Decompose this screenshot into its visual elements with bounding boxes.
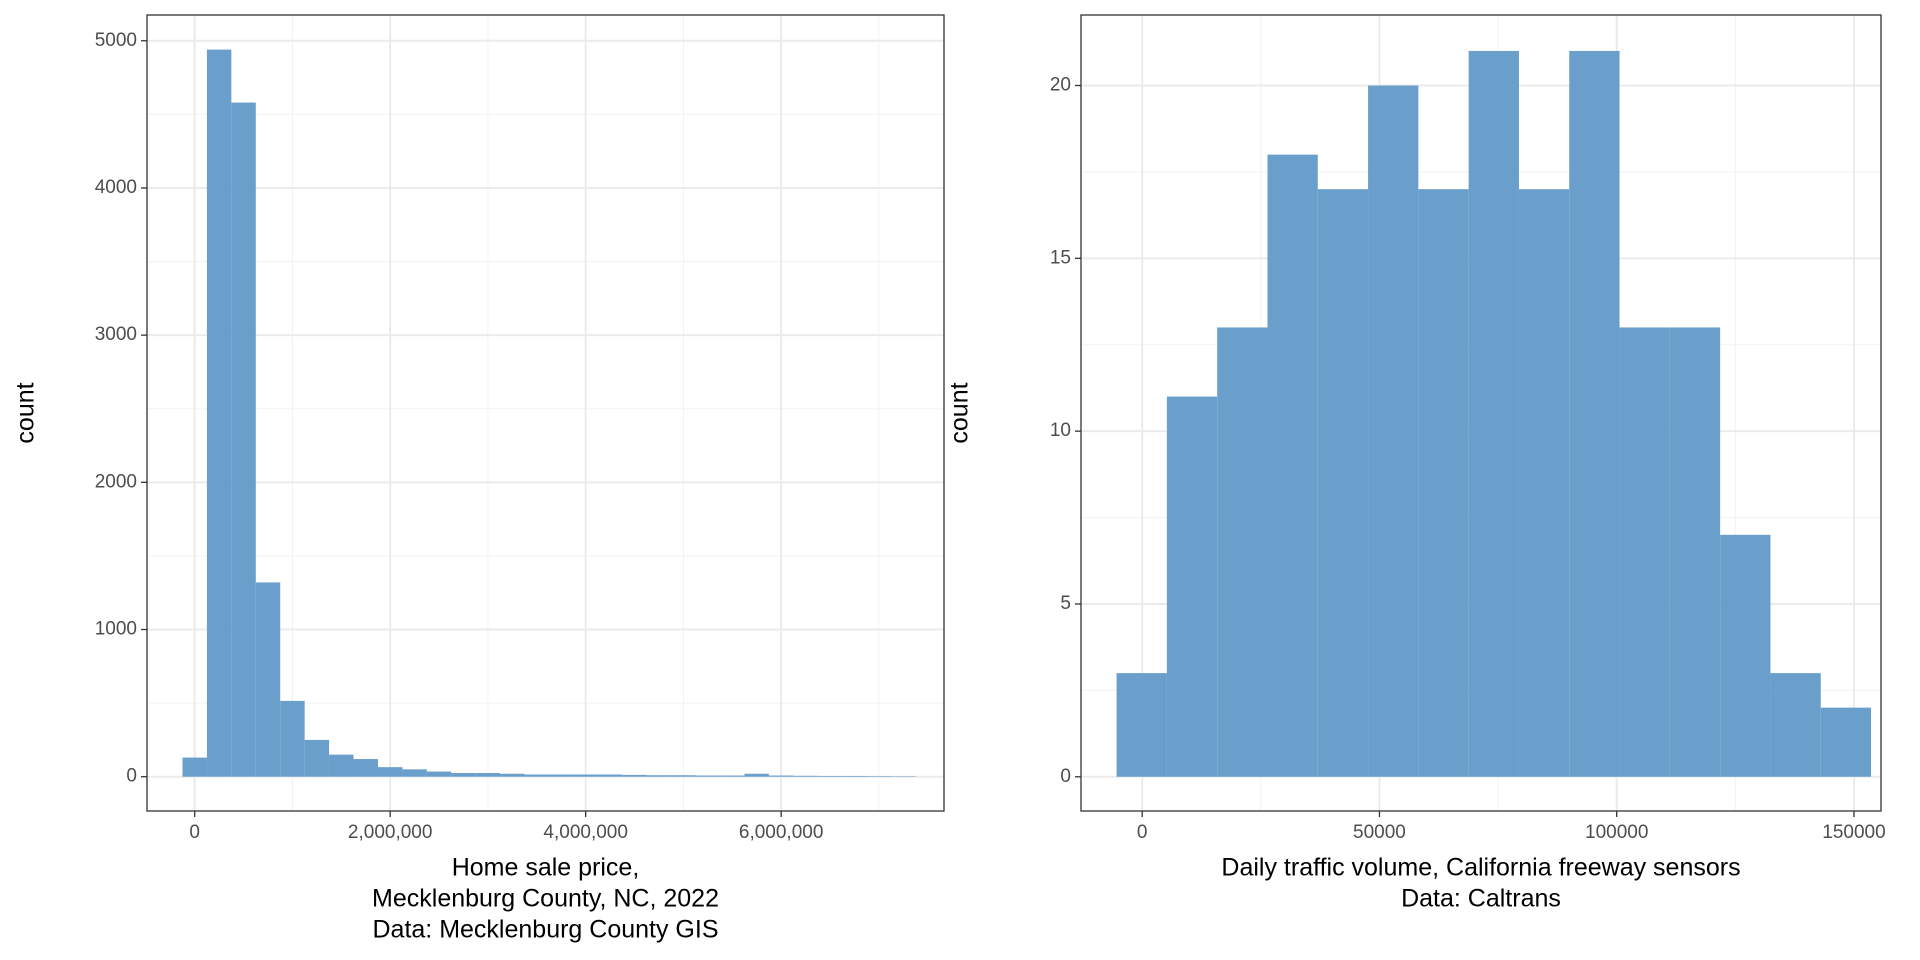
x-tick-label: 0 bbox=[1137, 822, 1148, 843]
bar bbox=[426, 771, 452, 777]
x-axis-title: Data: Caltrans bbox=[1401, 885, 1561, 913]
bar bbox=[524, 774, 550, 777]
bar bbox=[451, 773, 476, 777]
bar bbox=[231, 102, 256, 777]
bar bbox=[1368, 85, 1419, 777]
panel: 0 5 10 15 20 0 50000 100000 150000 Daily traffic … bbox=[946, 14, 1886, 913]
bar bbox=[182, 757, 207, 777]
bar bbox=[1518, 189, 1570, 777]
x-tick-label: 4,000,000 bbox=[543, 822, 628, 843]
bar bbox=[817, 775, 843, 777]
y-tick-label: 10 bbox=[1050, 420, 1071, 441]
x-axis-title: Data: Mecklenburg County GIS bbox=[373, 916, 719, 944]
bar bbox=[720, 775, 745, 777]
y-tick-label: 0 bbox=[1060, 766, 1071, 787]
y-tick-label: 5 bbox=[1060, 593, 1071, 614]
bar bbox=[1418, 189, 1469, 777]
bar bbox=[1619, 327, 1670, 777]
bar bbox=[329, 754, 354, 777]
bar bbox=[353, 759, 378, 777]
bar bbox=[1770, 673, 1821, 777]
y-tick-label: 20 bbox=[1050, 75, 1071, 96]
x-axis-title: Daily traffic volume, California freeway… bbox=[1221, 854, 1740, 882]
y-tick-label: 0 bbox=[126, 766, 137, 787]
bar bbox=[744, 773, 769, 777]
y-tick-label: 15 bbox=[1050, 247, 1071, 268]
x-tick-label: 150000 bbox=[1822, 822, 1885, 843]
bar bbox=[1217, 327, 1268, 777]
y-axis-title: count bbox=[946, 382, 974, 443]
bar bbox=[1166, 396, 1218, 777]
bar bbox=[842, 775, 867, 777]
panel: 0 1000 2000 3000 4000 5000 0 2,000,000 4,000,000… bbox=[12, 14, 945, 944]
bar bbox=[597, 774, 623, 777]
bar bbox=[671, 775, 696, 777]
bar bbox=[622, 774, 647, 777]
bar bbox=[646, 775, 672, 777]
bar bbox=[793, 775, 818, 777]
y-axis-title: count bbox=[12, 382, 40, 443]
bar bbox=[304, 739, 330, 777]
y-tick-label: 3000 bbox=[95, 324, 137, 345]
y-tick-label: 5000 bbox=[95, 30, 137, 51]
bar bbox=[768, 775, 794, 777]
bar bbox=[1317, 189, 1369, 777]
bar bbox=[500, 773, 525, 777]
bar bbox=[1669, 327, 1721, 777]
y-tick-label: 2000 bbox=[95, 471, 137, 492]
y-tick-label: 4000 bbox=[95, 177, 137, 198]
bar bbox=[1468, 50, 1519, 777]
x-axis-title: Mecklenburg County, NC, 2022 bbox=[372, 885, 719, 913]
bar bbox=[1116, 673, 1167, 777]
bar bbox=[255, 582, 281, 777]
x-tick-label: 50000 bbox=[1353, 822, 1406, 843]
x-tick-label: 100000 bbox=[1585, 822, 1648, 843]
bar bbox=[377, 767, 403, 777]
bar bbox=[1267, 154, 1318, 777]
x-tick-label: 0 bbox=[189, 822, 200, 843]
bar bbox=[1820, 707, 1872, 777]
bar bbox=[1720, 534, 1771, 777]
bar bbox=[402, 769, 427, 777]
bar bbox=[475, 773, 501, 777]
bar bbox=[573, 774, 598, 777]
x-tick-label: 6,000,000 bbox=[739, 822, 824, 843]
bar bbox=[206, 49, 232, 777]
bar bbox=[695, 775, 721, 777]
bar bbox=[866, 776, 892, 777]
bar bbox=[1569, 50, 1620, 777]
x-tick-label: 2,000,000 bbox=[348, 822, 433, 843]
bar bbox=[280, 700, 305, 777]
x-axis-title: Home sale price, bbox=[452, 854, 640, 882]
y-tick-label: 1000 bbox=[95, 619, 137, 640]
plot-frame bbox=[1080, 14, 1882, 812]
bar bbox=[549, 774, 574, 777]
plot-frame bbox=[146, 14, 945, 812]
